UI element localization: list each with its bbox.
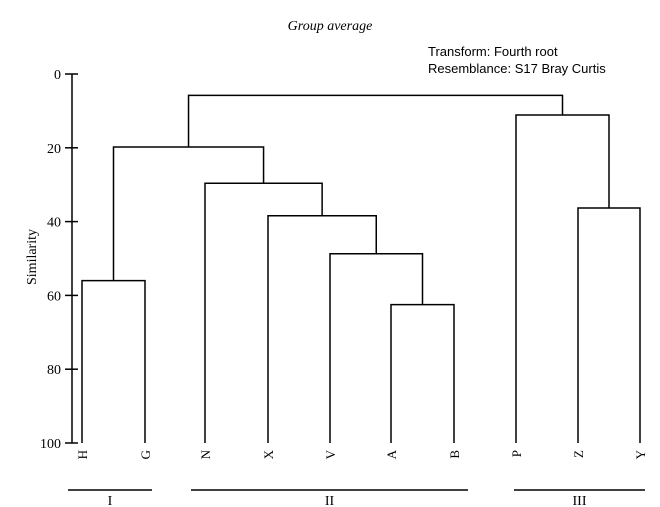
y-axis-ticks: 0 20 40 60 80 100: [40, 68, 78, 452]
y-tick-label-0: 0: [54, 68, 61, 83]
chart-title: Group average: [288, 19, 373, 34]
leaf-label-Z: Z: [571, 450, 586, 458]
leaf-label-V: V: [323, 449, 338, 459]
group-label-III: III: [573, 494, 587, 507]
merge-link-H-G-N-X-V-A-B-P-Z-Y: [187, 94, 564, 148]
leaf-label-H: H: [75, 450, 90, 459]
merge-link-N-X-V-A-B: [204, 182, 323, 443]
group-bars: I II III: [68, 489, 645, 507]
merge-link-A-B: [390, 303, 455, 443]
group-label-II: II: [325, 494, 335, 507]
leaf-label-G: G: [138, 450, 153, 459]
merge-link-H-G-N-X-V-A-B: [112, 146, 265, 281]
merge-link-X-V-A-B: [267, 214, 377, 443]
leaf-label-X: X: [261, 449, 276, 459]
resemblance-note: Resemblance: S17 Bray Curtis: [428, 61, 606, 76]
leaf-label-Y: Y: [633, 449, 648, 459]
y-tick-label-80: 80: [47, 363, 61, 378]
y-axis-label: Similarity: [25, 229, 40, 285]
dendrogram-tree: [81, 94, 641, 443]
leaf-label-P: P: [509, 450, 524, 457]
y-tick-label-40: 40: [47, 216, 61, 231]
group-label-I: I: [108, 494, 113, 507]
leaf-label-A: A: [384, 449, 399, 459]
merge-link-H-G: [81, 279, 146, 443]
y-tick-label-100: 100: [40, 437, 61, 452]
leaf-label-B: B: [447, 450, 462, 459]
merge-link-V-A-B: [329, 252, 424, 443]
transform-note: Transform: Fourth root: [428, 44, 558, 59]
merge-link-Z-Y: [577, 207, 641, 443]
leaf-label-N: N: [198, 449, 213, 459]
merge-link-P-Z-Y: [515, 114, 610, 443]
y-tick-label-60: 60: [47, 289, 61, 304]
y-tick-label-20: 20: [47, 142, 61, 157]
